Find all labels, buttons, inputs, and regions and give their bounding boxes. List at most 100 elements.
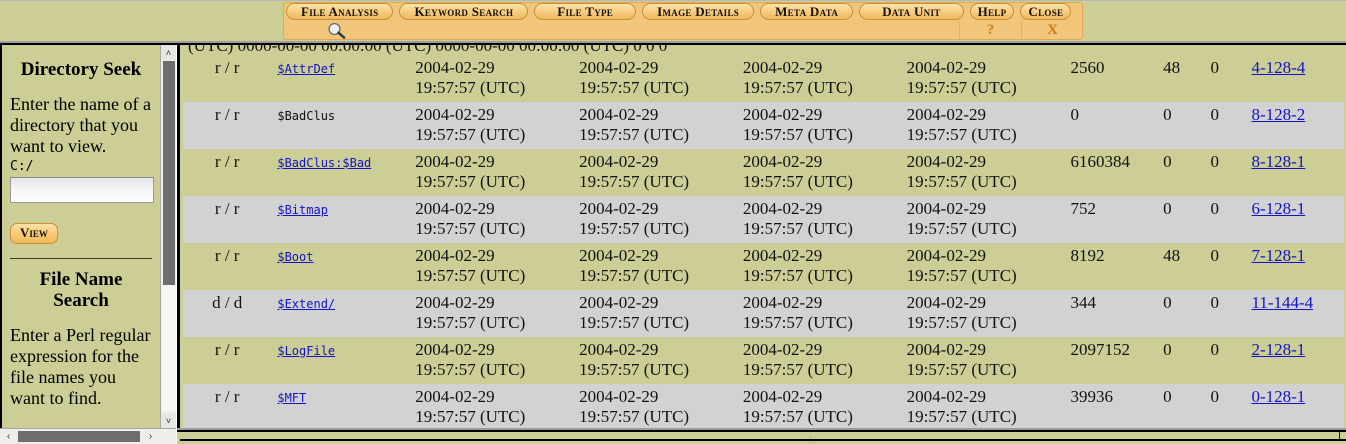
cell-name[interactable]: $Extend/	[271, 290, 409, 337]
sidebar-hscroll-thumb[interactable]	[18, 431, 140, 442]
close-button[interactable]: Close	[1020, 3, 1072, 20]
file-link[interactable]: $BadClus:$Bad	[277, 156, 372, 170]
cell-meta[interactable]: 8-128-1	[1245, 149, 1346, 196]
scroll-down-icon[interactable]: ˅	[161, 413, 176, 428]
cell-created: 2004-02-29 19:57:57 (UTC)	[737, 337, 901, 384]
tab-file-analysis[interactable]: File Analysis	[286, 3, 394, 20]
table-row[interactable]: r / r $LogFile 2004-02-29 19:57:57 (UTC)…	[183, 337, 1346, 384]
cell-name: $BadClus	[271, 102, 409, 149]
help-button[interactable]: Help	[969, 3, 1015, 20]
tab-keyword-search[interactable]: Keyword Search	[399, 3, 529, 20]
file-listing-pane: r / r $AttrDef 2004-02-29 19:57:57 (UTC)…	[177, 45, 1346, 428]
sidebar-horizontal-scrollbar[interactable]: ‹ ›	[0, 428, 176, 444]
meta-link[interactable]: 0-128-1	[1251, 387, 1306, 406]
tab-file-type[interactable]: File Type	[534, 3, 637, 20]
cell-meta[interactable]: 2-128-1	[1245, 337, 1346, 384]
cell-uid: 0	[1163, 105, 1172, 124]
cell-name[interactable]: $LogFile	[271, 337, 409, 384]
cell-changed: 2004-02-29 19:57:57 (UTC)	[901, 384, 1065, 428]
meta-link[interactable]: 6-128-1	[1251, 199, 1306, 218]
table-row[interactable]: r / r $MFT 2004-02-29 19:57:57 (UTC) 200…	[183, 384, 1346, 428]
cell-created: 2004-02-29 19:57:57 (UTC)	[737, 290, 901, 337]
cell-name[interactable]: $AttrDef	[271, 55, 409, 102]
scroll-left-icon[interactable]: ‹	[6, 431, 11, 442]
changed-time: 19:57:57 (UTC)	[906, 219, 1017, 238]
table-row[interactable]: r / r $Boot 2004-02-29 19:57:57 (UTC) 20…	[183, 243, 1346, 290]
meta-link[interactable]: 8-128-1	[1251, 152, 1306, 171]
cell-meta[interactable]: 6-128-1	[1245, 196, 1346, 243]
close-glyph-icon[interactable]: X	[1047, 22, 1058, 38]
cell-written: 2004-02-29 19:57:57 (UTC)	[409, 290, 573, 337]
table-row[interactable]: r / r $BadClus 2004-02-29 19:57:57 (UTC)…	[183, 102, 1346, 149]
written-time: 19:57:57 (UTC)	[415, 125, 526, 144]
cell-gid: 0	[1210, 387, 1220, 406]
help-glyph-icon[interactable]: ?	[986, 22, 995, 38]
cell-name[interactable]: $MFT	[271, 384, 409, 428]
cell-meta[interactable]: 0-128-1	[1245, 384, 1346, 428]
tab-image-details[interactable]: Image Details	[642, 3, 755, 20]
view-button[interactable]: View	[10, 223, 58, 244]
accessed-time: 19:57:57 (UTC)	[579, 313, 690, 332]
cell-name[interactable]: $Bitmap	[271, 196, 409, 243]
changed-time: 19:57:57 (UTC)	[906, 313, 1017, 332]
file-link[interactable]: $Bitmap	[277, 203, 328, 217]
cell-changed: 2004-02-29 19:57:57 (UTC)	[901, 290, 1065, 337]
cell-name[interactable]: $BadClus:$Bad	[271, 149, 409, 196]
cell-meta[interactable]: 4-128-4	[1245, 55, 1346, 102]
file-listing-table: r / r $AttrDef 2004-02-29 19:57:57 (UTC)…	[183, 55, 1346, 428]
cell-gid: 0	[1210, 199, 1220, 218]
directory-seek-current-path: C:/	[10, 159, 34, 174]
changed-time: 19:57:57 (UTC)	[906, 266, 1017, 285]
cell-meta[interactable]: 11-144-4	[1245, 290, 1346, 337]
sidebar-vertical-scrollbar[interactable]: ˄ ˅	[160, 45, 176, 428]
cell-accessed: 2004-02-29 19:57:57 (UTC)	[573, 243, 737, 290]
cell-created: 2004-02-29 19:57:57 (UTC)	[737, 55, 901, 102]
cell-changed: 2004-02-29 19:57:57 (UTC)	[901, 243, 1065, 290]
file-link[interactable]: $AttrDef	[277, 62, 336, 76]
accessed-date: 2004-02-29	[579, 387, 659, 406]
cell-meta[interactable]: 8-128-2	[1245, 102, 1346, 149]
table-row[interactable]: r / r $Bitmap 2004-02-29 19:57:57 (UTC) …	[183, 196, 1346, 243]
main-horizontal-scrollbar[interactable]	[180, 432, 1346, 443]
meta-link[interactable]: 2-128-1	[1251, 340, 1306, 359]
created-time: 19:57:57 (UTC)	[742, 125, 853, 144]
table-row[interactable]: r / r $AttrDef 2004-02-29 19:57:57 (UTC)…	[183, 55, 1346, 102]
table-row[interactable]: d / d $Extend/ 2004-02-29 19:57:57 (UTC)…	[183, 290, 1346, 337]
file-link[interactable]: $Extend/	[277, 297, 336, 311]
cell-changed: 2004-02-29 19:57:57 (UTC)	[901, 102, 1065, 149]
cell-meta[interactable]: 7-128-1	[1245, 243, 1346, 290]
sidebar-vscroll-track[interactable]	[162, 285, 176, 411]
directory-seek-input[interactable]	[10, 177, 154, 203]
clipped-header-text: (UTC) 0000-00-00 00:00:00 (UTC) 0000-00-…	[188, 45, 668, 55]
file-link[interactable]: $MFT	[277, 391, 307, 405]
scroll-up-icon[interactable]: ˄	[161, 45, 176, 60]
meta-link[interactable]: 4-128-4	[1251, 58, 1306, 77]
meta-link[interactable]: 7-128-1	[1251, 246, 1306, 265]
scroll-right-icon[interactable]: ›	[148, 431, 153, 442]
meta-link[interactable]: 11-144-4	[1251, 293, 1314, 312]
created-date: 2004-02-29	[742, 387, 823, 406]
main-toolbar: File Analysis Keyword Search File Type I…	[283, 2, 1083, 40]
tab-data-unit[interactable]: Data Unit	[859, 3, 964, 20]
cell-type: r / r	[214, 105, 240, 124]
tab-meta-data[interactable]: Meta Data	[760, 3, 854, 20]
written-date: 2004-02-29	[415, 387, 495, 406]
sidebar-vscroll-thumb[interactable]	[163, 61, 175, 285]
cell-name[interactable]: $Boot	[271, 243, 409, 290]
cell-accessed: 2004-02-29 19:57:57 (UTC)	[573, 102, 737, 149]
file-link[interactable]: $LogFile	[277, 344, 336, 358]
created-date: 2004-02-29	[742, 105, 823, 124]
changed-date: 2004-02-29	[906, 387, 986, 406]
table-row[interactable]: r / r $BadClus:$Bad 2004-02-29 19:57:57 …	[183, 149, 1346, 196]
written-time: 19:57:57 (UTC)	[415, 313, 526, 332]
file-link[interactable]: $Boot	[277, 250, 314, 264]
written-date: 2004-02-29	[415, 246, 495, 265]
top-banner: File Analysis Keyword Search File Type I…	[0, 0, 1346, 41]
cell-uid: 0	[1163, 199, 1172, 218]
cell-type: r / r	[214, 199, 240, 218]
magnifier-icon[interactable]	[316, 21, 358, 40]
meta-link[interactable]: 8-128-2	[1251, 105, 1306, 124]
cell-size: 39936	[1070, 387, 1113, 406]
resize-caret-icon: I	[1338, 430, 1342, 442]
written-date: 2004-02-29	[415, 340, 495, 359]
